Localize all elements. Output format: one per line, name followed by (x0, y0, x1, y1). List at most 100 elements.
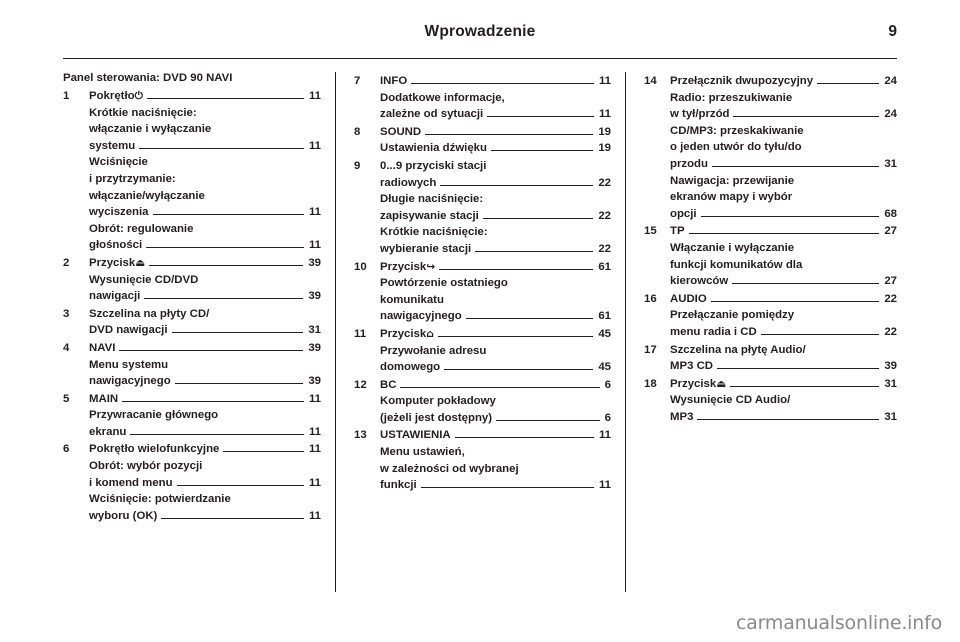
dot-leader (152, 213, 304, 216)
toc-entry[interactable]: 11 Przycisk ⌂ 45 Przywołanie adresu domowego… (354, 326, 611, 376)
dot-leader (806, 267, 892, 268)
toc-entry-body: Przycisk ⏏ 39 Wysunięcie CD/DVD nawigacji 39 (89, 255, 321, 305)
dot-leader (437, 335, 594, 337)
toc-entry-page: 24 (884, 108, 897, 121)
toc-entry-line: Powtórzenie ostatniego (380, 275, 611, 292)
dot-leader (509, 100, 606, 101)
dot-leader (798, 183, 892, 184)
dot-leader (710, 300, 880, 302)
toc-entry[interactable]: 4 NAVI 39 Menu systemu nawigacyjnego 39 (63, 340, 321, 390)
toc-entry-line: nawigacyjnego 61 (380, 308, 611, 325)
toc-entry-line: zapisywanie stacji 22 (380, 208, 611, 225)
toc-entry-line: AUDIO 22 (670, 291, 897, 308)
toc-entry[interactable]: 3 Szczelina na płyty CD/DVD nawigacji 31 (63, 306, 321, 339)
toc-entry-page: 11 (598, 75, 611, 87)
toc-entry-page: 31 (884, 377, 897, 390)
toc-entry[interactable]: 2 Przycisk ⏏ 39 Wysunięcie CD/DVD nawigacji 3… (63, 255, 321, 305)
toc-entry-page: 61 (598, 260, 611, 273)
dot-leader (760, 333, 880, 335)
toc-entry-line: Szczelina na płytę Audio/ (670, 342, 897, 359)
toc-entry[interactable]: 9 0...9 przyciski stacji radiowych 22 Długie… (354, 158, 611, 258)
toc-entry-line: komunikatu (380, 292, 611, 309)
dot-leader (197, 231, 316, 232)
toc-entry-page: 22 (884, 292, 897, 305)
toc-entry[interactable]: 10 Przycisk ↪ 61 Powtórzenie ostatniego komu… (354, 259, 611, 325)
dot-leader (161, 517, 304, 519)
toc-entry[interactable]: 7 INFO 11 Dodatkowe informacje, zależne od s… (354, 73, 611, 123)
toc-entry[interactable]: 1 Pokrętło ⏻ 11 Krótkie naciśnięcie: włączan… (63, 88, 321, 254)
toc-entry-line: ekranu 11 (89, 424, 321, 441)
toc-entry[interactable]: 12 BC 6 Komputer pokładowy (jeżeli jest dost… (354, 377, 611, 427)
toc-entry-label: ekranów mapy i wybór (670, 191, 793, 204)
dot-leader (454, 436, 594, 439)
toc-entry-page: 24 (884, 75, 897, 87)
toc-entry-label: ekranu (89, 425, 127, 438)
dot-leader (512, 285, 606, 286)
toc-entry-page: 39 (884, 360, 897, 373)
toc-entry-number: 1 (63, 90, 70, 102)
toc-entry-label: głośności (89, 239, 143, 252)
toc-entry-page: 11 (598, 108, 611, 121)
toc-entry-label: USTAWIENIA (380, 429, 451, 442)
toc-entry-line: i przytrzymanie: (89, 171, 321, 188)
toc-entry[interactable]: 5 MAIN 11 Przywracanie głównego ekranu 11 (63, 391, 321, 441)
toc-entry-label: Ustawienia dźwięku (380, 142, 487, 155)
toc-entry-line: NAVI 39 (89, 340, 321, 357)
toc-entry[interactable]: 8 SOUND 19 Ustawienia dźwięku 19 (354, 124, 611, 157)
toc-entry-line: 0...9 przyciski stacji (380, 158, 611, 175)
toc-entry-number: 7 (354, 75, 361, 87)
toc-entry-label: NAVI (89, 341, 116, 354)
toc-entry-label: Włączanie i wyłączanie (670, 241, 795, 254)
toc-entry-label: w tył/przód (670, 108, 730, 121)
dot-leader (202, 282, 316, 283)
toc-entry[interactable]: 15 TP 27 Włączanie i wyłączanie funkcji komu… (644, 223, 897, 289)
toc-entry[interactable]: 16 AUDIO 22 Przełączanie pomiędzy menu radia… (644, 291, 897, 341)
toc-entry-number: 2 (63, 256, 70, 269)
toc-entry-line: włączanie/wyłączanie (89, 188, 321, 205)
toc-entry-line: Wciśnięcie: potwierdzanie (89, 491, 321, 508)
toc-entry-page: 39 (308, 290, 321, 303)
page-header: Wprowadzenie 9 (63, 18, 897, 59)
dot-leader (810, 352, 892, 353)
toc-entry[interactable]: 6 Pokrętło wielofunkcyjne 11 Obrót: wybór p… (63, 441, 321, 524)
dot-leader (172, 367, 316, 368)
toc-entry-line: zależne od sytuacji 11 (380, 106, 611, 123)
toc-entry-line: DVD nawigacji 31 (89, 322, 321, 339)
toc-entry-page: 45 (598, 327, 611, 340)
toc-entry-body: AUDIO 22 Przełączanie pomiędzy menu radia i… (670, 291, 897, 341)
toc-entry-line: Obrót: wybór pozycji (89, 458, 321, 475)
toc-entry-line: Ustawienia dźwięku 19 (380, 140, 611, 157)
toc-entry-label: Nawigacja: przewijanie (670, 174, 795, 187)
toc-entry-body: Pokrętło ⏻ 11 Krótkie naciśnięcie: włączani… (89, 88, 321, 254)
toc-entry-label: BC (380, 378, 397, 391)
toc-entry[interactable]: 14 Przełącznik dwupozycyjny 24 Radio: przes… (644, 73, 897, 222)
toc-entry-label: funkcji (380, 479, 417, 492)
toc-entry[interactable]: 17 Szczelina na płytę Audio/MP3 CD 39 (644, 342, 897, 375)
toc-entry-page: 39 (308, 256, 321, 269)
toc-entry-number: 18 (644, 377, 657, 390)
toc-entry-label: o jeden utwór do tyłu/do (670, 141, 802, 154)
toc-entry-line: systemu 11 (89, 138, 321, 155)
toc-entry-line: SOUND 19 (380, 124, 611, 141)
toc-entry-line: Wciśnięcie (89, 154, 321, 171)
toc-entry-label: Krótkie naciśnięcie: (89, 106, 197, 119)
toc-entry-line: w zależności od wybranej (380, 461, 611, 478)
toc-entry-line: Przycisk ⏏ 39 (89, 255, 321, 272)
toc-entry-body: MAIN 11 Przywracanie głównego ekranu 11 (89, 391, 321, 441)
dot-leader (209, 198, 316, 199)
dot-leader (152, 164, 316, 165)
toc-entry-label: Pokrętło wielofunkcyjne (89, 443, 220, 456)
toc-entry-label: Przycisk (89, 256, 136, 269)
toc-entry-label: Wciśnięcie: potwierdzanie (89, 493, 231, 506)
toc-entry-page: 22 (598, 242, 611, 255)
toc-entry-line: Szczelina na płyty CD/ (89, 306, 321, 323)
toc-entry-line: Nawigacja: przewijanie (670, 173, 897, 190)
dot-leader (523, 471, 606, 472)
toc-entry-label: w zależności od wybranej (380, 462, 519, 475)
dot-leader (171, 331, 304, 334)
toc-entry[interactable]: 13 USTAWIENIA 11 Menu ustawień, w zależności… (354, 427, 611, 493)
dot-leader (215, 131, 316, 132)
toc-entry-page: 19 (598, 125, 611, 138)
toc-entry-label: (jeżeli jest dostępny) (380, 411, 493, 424)
toc-entry[interactable]: 18 Przycisk ⏏ 31 Wysunięcie CD Audio/MP3 31 (644, 376, 897, 426)
